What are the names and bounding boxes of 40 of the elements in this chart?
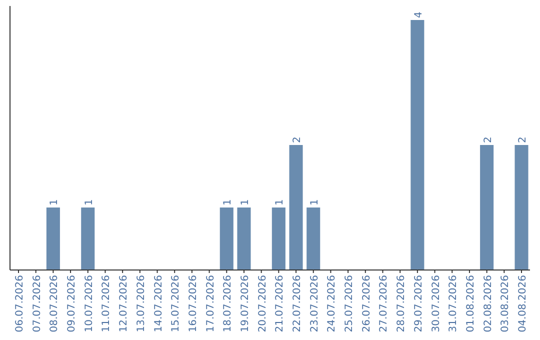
x-tick-label: 12.07.2026 — [118, 275, 130, 332]
x-tick-label: 13.07.2026 — [136, 275, 147, 332]
x-tick-label: 11.07.2026 — [101, 275, 112, 332]
x-tick-label: 06.07.2026 — [14, 275, 26, 332]
x-tick-label: 04.08.2026 — [518, 275, 528, 332]
data-label: 1 — [274, 199, 286, 206]
x-tick-label: 10.07.2026 — [84, 275, 95, 332]
x-tick-label: 30.07.2026 — [430, 275, 442, 332]
x-tick-label: 03.08.2026 — [500, 275, 512, 332]
x-tick-label: 17.07.2026 — [205, 275, 216, 332]
x-tick-label: 21.07.2026 — [274, 275, 286, 332]
x-tick-label: 08.07.2026 — [49, 275, 60, 332]
x-tick-label: 19.07.2026 — [240, 275, 251, 332]
x-tick-label: 20.07.2026 — [257, 275, 268, 332]
data-label: 1 — [222, 199, 234, 206]
data-label: 2 — [518, 136, 528, 143]
x-tick-label: 23.07.2026 — [309, 275, 320, 332]
x-tick-label: 09.07.2026 — [66, 275, 78, 332]
x-tick-label: 28.07.2026 — [396, 275, 408, 332]
data-label: 1 — [309, 199, 320, 206]
x-tick-label: 26.07.2026 — [361, 275, 372, 332]
x-tick-label: 27.07.2026 — [378, 275, 390, 332]
x-tick-label: 07.07.2026 — [32, 275, 43, 332]
data-label: 1 — [240, 199, 251, 206]
x-tick-label: 01.08.2026 — [465, 275, 476, 332]
x-tick-label: 18.07.2026 — [222, 275, 234, 332]
x-tick-label: 16.07.2026 — [188, 275, 199, 332]
data-label: 1 — [49, 199, 60, 206]
x-tick-label: 24.07.2026 — [326, 275, 338, 332]
data-label: 4 — [413, 12, 424, 18]
x-tick-label: 25.07.2026 — [344, 275, 356, 332]
data-label: 2 — [482, 136, 494, 143]
x-tick-label: 29.07.2026 — [413, 275, 424, 332]
data-label: 2 — [292, 136, 304, 143]
x-tick-label: 15.07.2026 — [170, 275, 182, 332]
x-tick-label: 02.08.2026 — [482, 275, 494, 332]
x-tick-label: 22.07.2026 — [292, 275, 304, 332]
x-tick-label: 31.07.2026 — [448, 275, 460, 332]
x-tick-label: 14.07.2026 — [153, 275, 164, 332]
data-label: 1 — [84, 199, 95, 206]
